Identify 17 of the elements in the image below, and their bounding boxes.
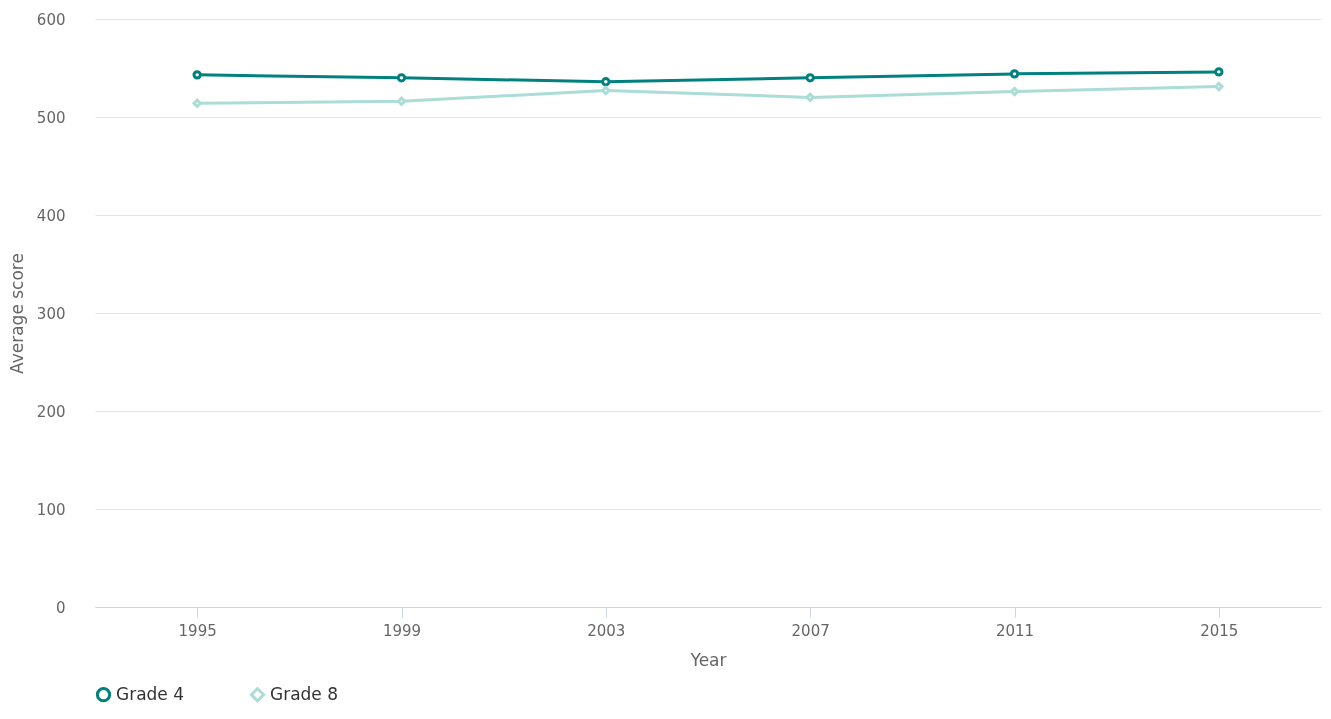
x-tick-label: 2007	[791, 621, 830, 640]
x-tick-label: 2015	[1200, 621, 1239, 640]
x-tick-label: 1995	[178, 621, 217, 640]
y-tick-label: 600	[36, 10, 66, 29]
legend-label: Grade 8	[270, 683, 339, 704]
x-tick-label: 1999	[382, 621, 422, 640]
y-tick-label: 300	[36, 304, 66, 323]
x-tick-label: 2011	[995, 621, 1035, 640]
x-axis-title: Year	[689, 649, 727, 670]
y-tick-label: 500	[36, 108, 66, 127]
y-tick-label: 400	[36, 206, 66, 225]
y-axis-title: Average score	[6, 253, 27, 374]
x-tick-label: 2003	[587, 621, 626, 640]
legend-label: Grade 4	[116, 683, 185, 704]
y-tick-label: 100	[36, 500, 66, 519]
y-tick-label: 200	[36, 402, 66, 421]
y-tick-label: 0	[55, 598, 66, 617]
